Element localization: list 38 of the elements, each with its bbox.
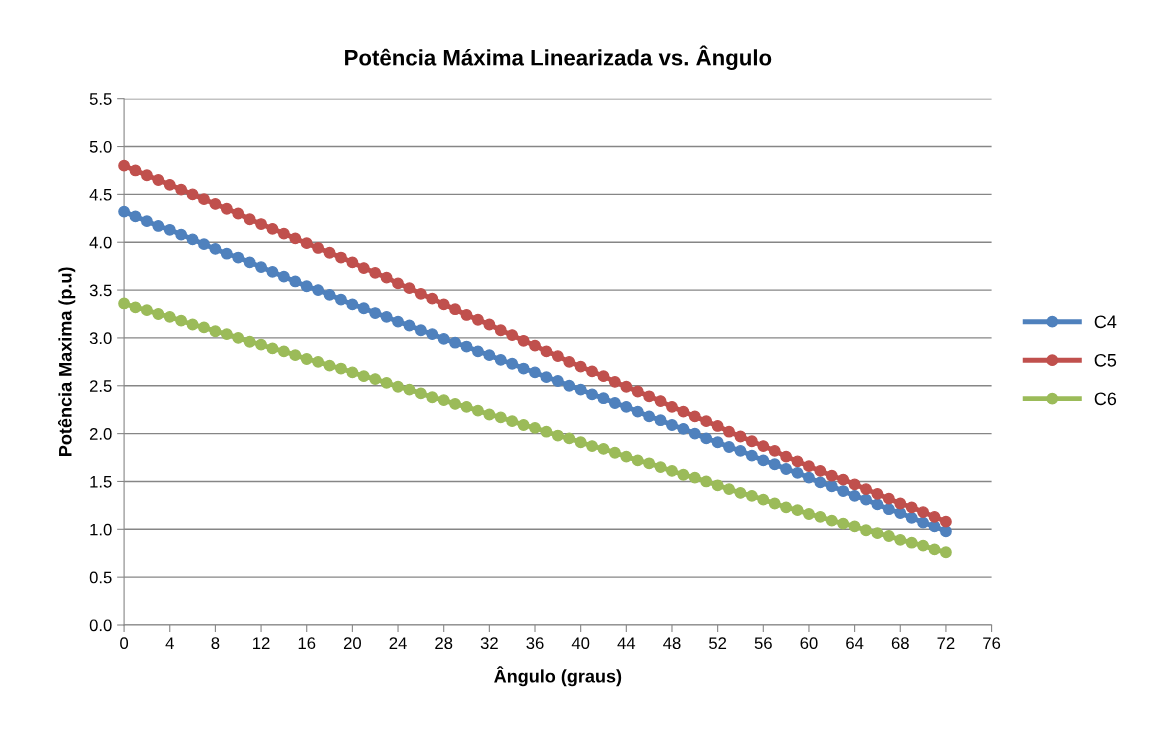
y-tick-label: 0.0 <box>89 619 112 632</box>
x-tick-label: 72 <box>937 637 955 649</box>
x-tick-label: 64 <box>846 637 864 650</box>
x-tick-label: 0 <box>120 637 129 650</box>
x-tick-label: 60 <box>800 637 818 650</box>
x-axis-title: Ângulo (graus) <box>494 666 622 687</box>
y-tick-label: 3.5 <box>89 284 112 297</box>
y-tick-label: 1.5 <box>90 476 112 488</box>
x-tick-label: 56 <box>754 637 772 650</box>
legend-label: C4 <box>1094 315 1117 329</box>
y-tick-label: 2.0 <box>89 428 112 440</box>
y-tick-label: 4.0 <box>89 236 112 249</box>
x-tick-label: 28 <box>435 637 453 650</box>
x-tick-label: 40 <box>571 637 590 650</box>
x-tick-label: 32 <box>480 637 498 650</box>
x-tick-label: 76 <box>983 637 1001 650</box>
x-tick-label: 24 <box>389 637 407 649</box>
x-tick-label: 52 <box>709 637 727 650</box>
x-tick-label: 12 <box>253 637 270 649</box>
y-tick-label: 0.5 <box>89 571 112 584</box>
x-tick-label: 20 <box>343 637 361 650</box>
y-tick-label: 3.0 <box>89 332 112 345</box>
x-tick-label: 68 <box>891 637 909 650</box>
y-tick-label: 4.5 <box>89 188 112 201</box>
y-tick-label: 2.5 <box>89 380 112 392</box>
y-tick-label: 5.0 <box>89 140 112 153</box>
legend-label: C6 <box>1094 392 1117 406</box>
x-tick-label: 16 <box>298 637 316 650</box>
y-tick-label: 5.5 <box>89 93 112 105</box>
chart-title: Potência Máxima Linearizada vs. Ângulo <box>345 45 772 71</box>
legend-label: C5 <box>1094 353 1117 367</box>
x-tick-label: 4 <box>165 637 174 649</box>
x-tick-label: 36 <box>526 637 544 650</box>
x-tick-label: 44 <box>617 637 636 649</box>
x-tick-label: 48 <box>663 637 681 650</box>
y-tick-label: 1.0 <box>90 523 112 536</box>
x-tick-label: 8 <box>211 637 220 650</box>
y-axis-title: Potência Maxima (p.u) <box>58 267 76 456</box>
